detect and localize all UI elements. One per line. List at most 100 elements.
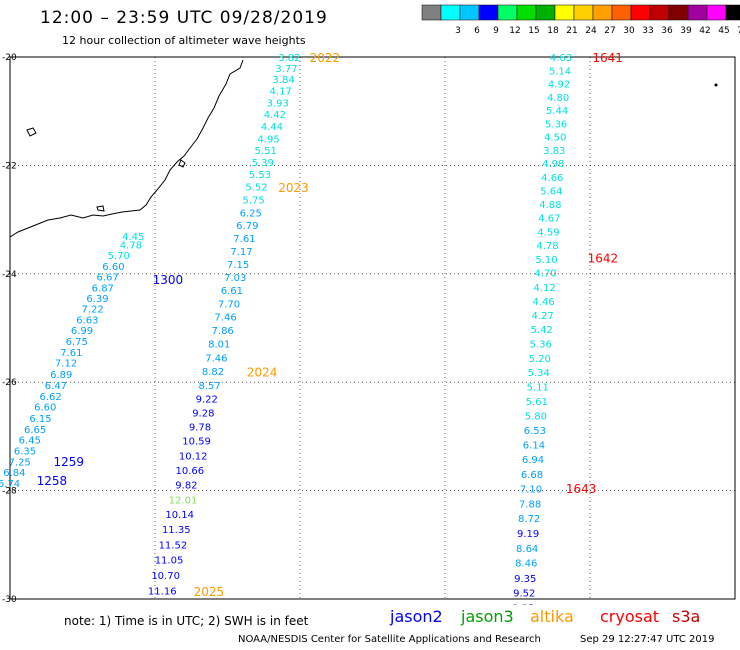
wave-height-label: 3.93 (267, 99, 289, 110)
wave-height-label: 7.61 (233, 234, 255, 245)
legend-tick-label: 27 (604, 26, 615, 36)
legend-jason3: jason3 (461, 607, 514, 626)
wave-height-label: 4.27 (532, 311, 554, 322)
wave-height-label: 9.78 (189, 423, 211, 434)
legend-tick-label: 45 (718, 26, 729, 36)
wave-height-label: 6.75 (66, 337, 88, 348)
wave-height-label: 6.63 (76, 315, 98, 326)
wave-height-label: 7.61 (60, 348, 82, 359)
legend-tick-label: 30 (623, 26, 635, 36)
wave-height-label: 3.83 (543, 146, 565, 157)
pass-time-label: 1641 (592, 51, 623, 65)
wave-height-label: 6.15 (29, 414, 51, 425)
wave-height-label: 4.66 (541, 173, 563, 184)
wave-height-label: 6.68 (521, 470, 543, 481)
wave-height-label: 7.46 (214, 313, 236, 324)
legend-tick-label: 70 (737, 26, 740, 36)
wave-height-label: 4.67 (538, 213, 560, 224)
pass-time-label: 1300 (153, 273, 184, 287)
wave-height-label: 5.14 (549, 67, 571, 78)
plot-frame (9, 56, 736, 600)
wave-height-label: 7.03 (224, 273, 246, 284)
wave-height-label: 9.22 (196, 394, 218, 405)
legend-cryosat: cryosat (600, 607, 660, 626)
wave-height-label: 5.44 (546, 106, 568, 117)
wave-height-label: 6.45 (19, 436, 41, 447)
wave-height-label: 10.66 (175, 466, 204, 477)
wave-height-label: 7.25 (9, 457, 31, 468)
wave-height-label: 5.36 (545, 120, 567, 131)
wave-height-label: 7.86 (212, 326, 234, 337)
wave-height-label: 5.75 (242, 196, 264, 207)
legend-altika: altika (530, 607, 574, 626)
wave-height-label: 7.46 (205, 353, 227, 364)
wave-height-label: 4.59 (537, 228, 559, 239)
wave-height-label: 4.78 (120, 241, 142, 252)
wave-height-label: 8.46 (515, 559, 537, 570)
wave-height-label: 11.05 (155, 555, 184, 566)
legend-jason2: jason2 (390, 607, 443, 626)
pass-time-label: 2023 (278, 181, 309, 195)
wave-height-label: 6.14 (523, 441, 545, 452)
wave-height-label: 5.53 (249, 170, 271, 181)
lat-tick-label: -28 (2, 487, 17, 497)
wave-height-label: 5.64 (540, 186, 562, 197)
wave-height-label: 6.60 (102, 262, 124, 273)
wave-height-label: 8.57 (198, 381, 220, 392)
lat-tick-label: -30 (2, 595, 17, 605)
wave-height-label: 3.84 (272, 75, 294, 86)
wave-height-label: 6.89 (50, 370, 72, 381)
wave-height-label: 7.10 (520, 484, 542, 495)
wave-height-label: 4.17 (270, 87, 292, 98)
wave-height-label: 8.82 (202, 367, 224, 378)
wave-height-label: 10.12 (179, 451, 208, 462)
wave-height-label: 11.35 (162, 525, 191, 536)
wave-height-label: 4.42 (264, 110, 286, 121)
wave-height-label: 4.80 (547, 93, 569, 104)
wave-height-label: 6.67 (97, 273, 119, 284)
pass-time-label: 2024 (247, 365, 278, 379)
wave-height-label: 6.99 (71, 326, 93, 337)
lat-tick-label: -22 (2, 161, 17, 171)
wave-height-label: 5.10 (535, 255, 557, 266)
legend-tick-label: 24 (585, 26, 597, 36)
wave-height-label: 4.12 (533, 283, 555, 294)
legend-tick-label: 15 (528, 26, 539, 36)
color-legend: 36912151821242730333639424570(ft) (421, 4, 740, 36)
wave-height-label: 5.42 (531, 325, 553, 336)
legend-swatch (725, 4, 740, 21)
wave-height-label: 5.80 (525, 411, 547, 422)
wave-height-label: 6.65 (24, 425, 46, 436)
lat-tick-label: -26 (2, 378, 17, 388)
wave-height-label: 6.25 (240, 209, 262, 220)
footer-note: note: 1) Time is in UTC; 2) SWH is in fe… (64, 614, 309, 628)
wave-height-label: 9.28 (192, 409, 214, 420)
legend-tick-label: 36 (661, 26, 673, 36)
pass-time-label: 1642 (588, 252, 619, 266)
wave-height-label: 10.14 (165, 510, 194, 521)
wave-height-label: 4.63 (550, 53, 572, 64)
wave-height-label: 7.15 (227, 260, 249, 271)
wave-height-map: -45-42-39-36-33-30-20-22-24-26-28-30 4.4… (0, 51, 736, 605)
wave-height-label: 9.35 (512, 604, 534, 605)
wave-height-label: 5.11 (527, 383, 549, 394)
lat-tick-label: -24 (2, 270, 17, 280)
wave-height-label: 7.17 (230, 247, 252, 258)
legend-tick-label: 21 (566, 26, 577, 36)
legend-tick-label: 42 (699, 26, 710, 36)
wave-height-label: 5.39 (252, 158, 274, 169)
coastline (9, 59, 718, 238)
wave-height-label: 4.44 (261, 122, 283, 133)
legend-tick-label: 6 (474, 26, 480, 36)
wave-height-label: 9.19 (517, 529, 539, 540)
wave-height-label: 6.60 (34, 403, 56, 414)
legend-tick-label: 12 (509, 26, 520, 36)
wave-height-label: 4.45 (122, 232, 144, 243)
map-subtitle: 12 hour collection of altimeter wave hei… (62, 34, 306, 47)
legend-tick-label: 39 (680, 26, 692, 36)
wave-height-label: 6.35 (14, 446, 36, 457)
legend-tick-label: 33 (642, 26, 653, 36)
wave-height-label: 8.72 (518, 514, 540, 525)
wave-height-label: 11.16 (148, 586, 177, 597)
pass-time-label: 2022 (310, 51, 341, 65)
